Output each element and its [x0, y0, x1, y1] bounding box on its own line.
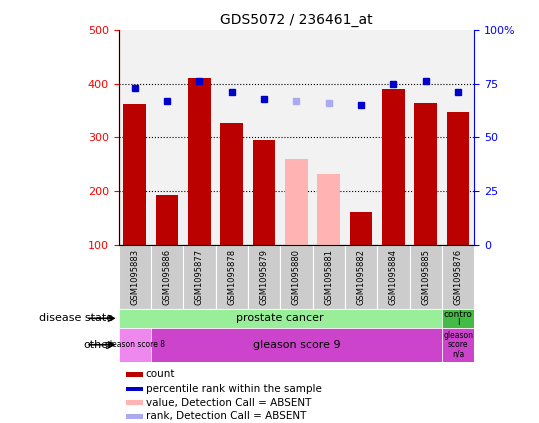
Bar [280, 245, 313, 309]
Text: prostate cancer: prostate cancer [237, 313, 324, 323]
Bar [345, 30, 377, 245]
Bar [126, 387, 143, 391]
Bar [313, 245, 345, 309]
Bar [285, 159, 308, 245]
Bar [377, 30, 410, 245]
Bar [156, 195, 178, 245]
Text: gleason score 8: gleason score 8 [105, 340, 165, 349]
Bar [126, 414, 143, 419]
Bar [442, 30, 474, 245]
Bar [151, 30, 183, 245]
Text: percentile rank within the sample: percentile rank within the sample [146, 384, 321, 394]
Bar [183, 245, 216, 309]
Bar [188, 78, 211, 245]
Bar [183, 30, 216, 245]
Bar [382, 89, 405, 245]
Bar [119, 30, 151, 245]
Bar [126, 401, 143, 405]
Text: GSM1095883: GSM1095883 [130, 249, 139, 305]
Bar [447, 112, 469, 245]
Bar [410, 30, 442, 245]
Bar [248, 30, 280, 245]
Bar [216, 30, 248, 245]
Text: contro
l: contro l [444, 310, 473, 327]
Bar [216, 245, 248, 309]
Text: GSM1095884: GSM1095884 [389, 249, 398, 305]
Bar [345, 245, 377, 309]
Bar [126, 372, 143, 376]
Text: GSM1095885: GSM1095885 [421, 249, 430, 305]
Bar [350, 212, 372, 245]
Bar [377, 245, 410, 309]
Text: count: count [146, 369, 175, 379]
Text: value, Detection Call = ABSENT: value, Detection Call = ABSENT [146, 398, 311, 408]
Bar [442, 245, 474, 309]
Text: GSM1095882: GSM1095882 [357, 249, 365, 305]
Bar [248, 245, 280, 309]
Text: disease state: disease state [39, 313, 113, 323]
Text: gleason score 9: gleason score 9 [253, 340, 340, 350]
Text: GSM1095879: GSM1095879 [260, 249, 268, 305]
Bar [313, 30, 345, 245]
Bar [410, 245, 442, 309]
Text: GSM1095886: GSM1095886 [163, 249, 171, 305]
Title: GDS5072 / 236461_at: GDS5072 / 236461_at [220, 13, 373, 27]
Bar [280, 30, 313, 245]
Bar [151, 245, 183, 309]
Text: rank, Detection Call = ABSENT: rank, Detection Call = ABSENT [146, 412, 306, 421]
Bar [123, 104, 146, 245]
Text: GSM1095877: GSM1095877 [195, 249, 204, 305]
Bar [442, 309, 474, 328]
Bar [119, 328, 151, 362]
Text: GSM1095878: GSM1095878 [227, 249, 236, 305]
Bar [119, 245, 151, 309]
Text: gleason
score
n/a: gleason score n/a [443, 331, 473, 358]
Text: GSM1095880: GSM1095880 [292, 249, 301, 305]
Text: GSM1095876: GSM1095876 [454, 249, 462, 305]
Text: other: other [84, 340, 113, 350]
Bar [442, 328, 474, 362]
Bar [414, 103, 437, 245]
Bar [317, 174, 340, 245]
Text: GSM1095881: GSM1095881 [324, 249, 333, 305]
Bar [151, 328, 442, 362]
Bar [253, 140, 275, 245]
Bar [220, 124, 243, 245]
